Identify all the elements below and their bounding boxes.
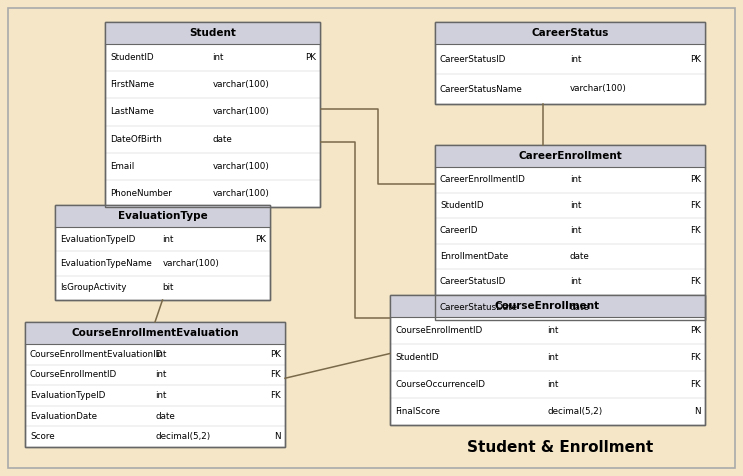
Text: Score: Score [30,432,55,441]
Text: EvaluationTypeID: EvaluationTypeID [30,391,106,400]
Text: int: int [570,201,581,210]
Text: EvaluationTypeID: EvaluationTypeID [60,235,135,244]
Text: CourseEnrollmentEvaluation: CourseEnrollmentEvaluation [71,328,239,338]
Text: FK: FK [690,226,701,235]
Text: FK: FK [690,277,701,286]
Text: date: date [570,303,590,312]
Text: DateOfBirth: DateOfBirth [110,135,162,144]
Text: decimal(5,2): decimal(5,2) [548,407,603,416]
Bar [435,22,705,44]
Bar [55,205,270,300]
Text: int: int [548,353,559,362]
Text: int: int [548,326,559,335]
Text: int: int [212,53,224,62]
Text: Email: Email [110,162,134,171]
Text: FK: FK [690,380,701,389]
Text: PK: PK [255,235,266,244]
Bar [25,322,285,344]
Text: CareerStatusName: CareerStatusName [440,85,523,93]
Text: PK: PK [690,54,701,63]
Text: FinalScore: FinalScore [395,407,440,416]
Text: date: date [570,252,590,261]
Text: Student: Student [189,28,236,38]
Text: StudentID: StudentID [440,201,484,210]
Text: int: int [570,175,581,184]
Bar [105,22,320,207]
Text: FK: FK [690,353,701,362]
Text: FirstName: FirstName [110,80,154,89]
Bar [390,295,705,425]
Text: StudentID: StudentID [395,353,438,362]
Text: FK: FK [690,201,701,210]
Text: date: date [155,412,175,421]
Bar [435,145,705,167]
Text: CourseEnrollmentID: CourseEnrollmentID [395,326,482,335]
Text: int: int [155,370,166,379]
Text: CareerID: CareerID [440,226,478,235]
Text: int: int [548,380,559,389]
Text: decimal(5,2): decimal(5,2) [155,432,210,441]
Text: CareerStatusID: CareerStatusID [440,277,507,286]
Text: EnrollmentDate: EnrollmentDate [440,252,508,261]
Text: bit: bit [163,283,174,292]
Text: N: N [695,407,701,416]
Text: EvaluationTypeName: EvaluationTypeName [60,259,152,268]
Text: int: int [155,391,166,400]
Text: EvaluationDate: EvaluationDate [30,412,97,421]
Text: varchar(100): varchar(100) [570,85,627,93]
Text: varchar(100): varchar(100) [212,162,270,171]
Text: varchar(100): varchar(100) [212,189,270,198]
Text: int: int [163,235,174,244]
Bar [390,295,705,317]
Text: int: int [570,277,581,286]
Text: IsGroupActivity: IsGroupActivity [60,283,126,292]
Bar [435,22,705,104]
Text: PK: PK [690,326,701,335]
Text: int: int [570,54,581,63]
Bar [105,22,320,44]
Text: CourseEnrollmentID: CourseEnrollmentID [30,370,117,379]
Text: PhoneNumber: PhoneNumber [110,189,172,198]
Bar [25,322,285,447]
Text: FK: FK [270,370,281,379]
Bar [25,322,285,447]
Text: LastName: LastName [110,108,154,117]
Text: CareerStatus: CareerStatus [531,28,609,38]
Bar [55,205,270,227]
Bar [435,22,705,104]
Text: PK: PK [270,350,281,359]
Bar [390,295,705,425]
Text: date: date [212,135,233,144]
Text: CourseEnrollment: CourseEnrollment [495,301,600,311]
Text: varchar(100): varchar(100) [163,259,219,268]
Text: PK: PK [690,175,701,184]
Text: CareerStatusID: CareerStatusID [440,54,507,63]
Bar [435,145,705,320]
Text: int: int [570,226,581,235]
Text: FK: FK [270,391,281,400]
Text: StudentID: StudentID [110,53,154,62]
Text: varchar(100): varchar(100) [212,108,270,117]
Text: Student & Enrollment: Student & Enrollment [467,440,653,455]
Bar [435,145,705,320]
Text: CareerEnrollment: CareerEnrollment [518,151,622,161]
Bar [105,22,320,207]
Text: CareerEnrollmentID: CareerEnrollmentID [440,175,526,184]
Text: N: N [274,432,281,441]
Text: EvaluationType: EvaluationType [117,211,207,221]
Text: CourseOccurrenceID: CourseOccurrenceID [395,380,485,389]
Bar [55,205,270,300]
Text: CareerStatusDate: CareerStatusDate [440,303,518,312]
Text: PK: PK [305,53,316,62]
Text: varchar(100): varchar(100) [212,80,270,89]
Text: CourseEnrollmentEvaluationID: CourseEnrollmentEvaluationID [30,350,163,359]
Text: int: int [155,350,166,359]
